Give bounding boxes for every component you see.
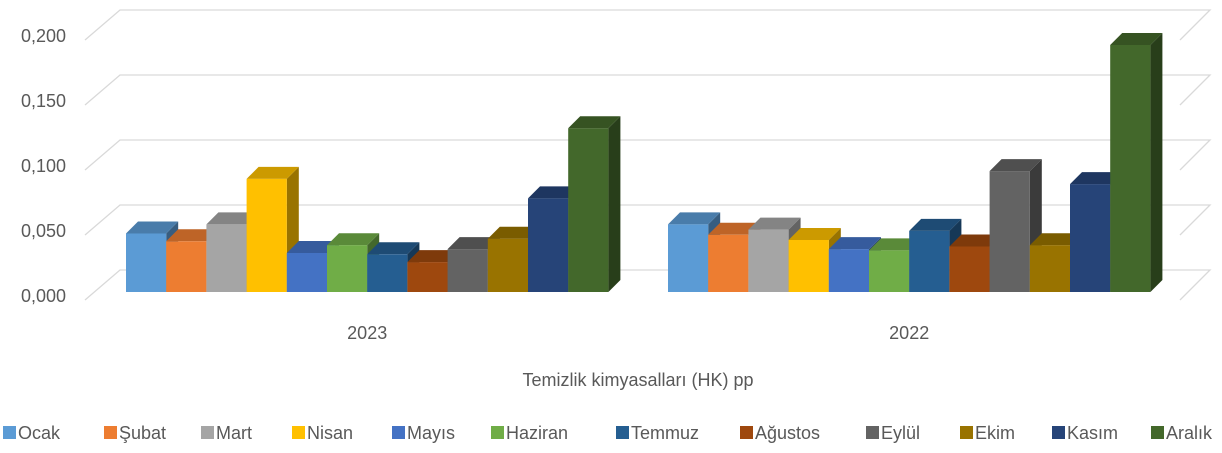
bar-side xyxy=(608,116,621,292)
x-tick-label: 2022 xyxy=(889,323,929,343)
legend-label: Ocak xyxy=(18,423,61,443)
grid-line xyxy=(84,204,1212,236)
bar-front xyxy=(989,171,1030,292)
bar-front xyxy=(949,246,990,292)
legend-label: Şubat xyxy=(119,423,166,443)
bar-top xyxy=(748,217,801,230)
legend-label: Haziran xyxy=(506,423,568,443)
bar-top xyxy=(487,226,540,239)
bar-front xyxy=(1029,245,1070,292)
x-tick-label: 2023 xyxy=(347,323,387,343)
legend-swatch xyxy=(866,426,879,439)
legend-swatch xyxy=(1151,426,1164,439)
bar-top xyxy=(788,228,841,240)
bar-top xyxy=(528,186,581,199)
bar-top xyxy=(166,229,219,242)
bar-front xyxy=(447,249,488,292)
bar-top xyxy=(407,250,460,263)
bar-top xyxy=(869,238,922,251)
legend-label: Nisan xyxy=(307,423,353,443)
legend-swatch xyxy=(1052,426,1065,439)
bar-top xyxy=(367,242,420,255)
legend-label: Ağustos xyxy=(755,423,820,443)
bar-front xyxy=(1070,184,1111,292)
grid-line xyxy=(84,139,1212,171)
legend-swatch xyxy=(491,426,504,439)
bar-top xyxy=(1070,172,1123,185)
bar-top xyxy=(668,212,721,225)
x-axis-title: Temizlik kimyasalları (HK) pp xyxy=(522,370,753,390)
bar-top xyxy=(286,241,339,253)
y-tick-label: 0,100 xyxy=(21,156,66,176)
legend-label: Mart xyxy=(216,423,252,443)
bar xyxy=(568,116,621,292)
y-tick-label: 0,050 xyxy=(21,221,66,241)
bar-front xyxy=(909,230,950,292)
y-tick-label: 0,150 xyxy=(21,91,66,111)
bar-top xyxy=(327,233,380,246)
y-tick-label: 0,200 xyxy=(21,26,66,46)
legend-label: Ekim xyxy=(975,423,1015,443)
bar-front xyxy=(708,234,749,292)
bar-front xyxy=(487,238,528,292)
grid-line xyxy=(84,9,1212,41)
bar-front xyxy=(748,229,789,292)
bar-top xyxy=(1110,33,1163,45)
bar-front xyxy=(407,262,448,292)
bar-top xyxy=(828,237,881,250)
bar-top xyxy=(1029,233,1082,246)
legend-swatch xyxy=(3,426,16,439)
bar-top xyxy=(949,234,1002,247)
bar-front xyxy=(869,250,910,292)
legend-label: Mayıs xyxy=(407,423,455,443)
bar-front xyxy=(286,253,327,292)
bar-front xyxy=(327,245,368,292)
legend-swatch xyxy=(740,426,753,439)
bar-top xyxy=(909,218,962,231)
grid-line xyxy=(84,269,1212,301)
legend-swatch xyxy=(960,426,973,439)
legend-label: Eylül xyxy=(881,423,920,443)
bar-front xyxy=(788,240,829,292)
bar-top xyxy=(708,222,761,235)
bar-top xyxy=(568,116,621,129)
bar-front xyxy=(568,128,609,292)
bar-front xyxy=(166,241,207,292)
legend-label: Temmuz xyxy=(631,423,699,443)
legend-swatch xyxy=(292,426,305,439)
bar-top xyxy=(126,221,179,234)
bar-front xyxy=(528,198,569,292)
bar-front xyxy=(126,233,167,292)
bar-front xyxy=(828,249,869,292)
bar-front xyxy=(246,178,287,292)
bar-side xyxy=(1150,33,1163,292)
bar-top xyxy=(447,237,500,250)
legend-swatch xyxy=(616,426,629,439)
legend-swatch xyxy=(201,426,214,439)
bar-front xyxy=(1110,45,1151,292)
bar-top xyxy=(206,212,259,225)
grid-line xyxy=(84,74,1212,106)
bar xyxy=(1110,33,1163,292)
bar-front xyxy=(668,224,709,292)
y-tick-label: 0,000 xyxy=(21,286,66,306)
legend-label: Kasım xyxy=(1067,423,1118,443)
legend-swatch xyxy=(104,426,117,439)
bar-front xyxy=(206,224,247,292)
bar-front xyxy=(367,254,408,292)
legend-label: Aralık xyxy=(1166,423,1213,443)
bar-top xyxy=(246,166,299,179)
legend-swatch xyxy=(392,426,405,439)
bar-top xyxy=(989,159,1042,172)
